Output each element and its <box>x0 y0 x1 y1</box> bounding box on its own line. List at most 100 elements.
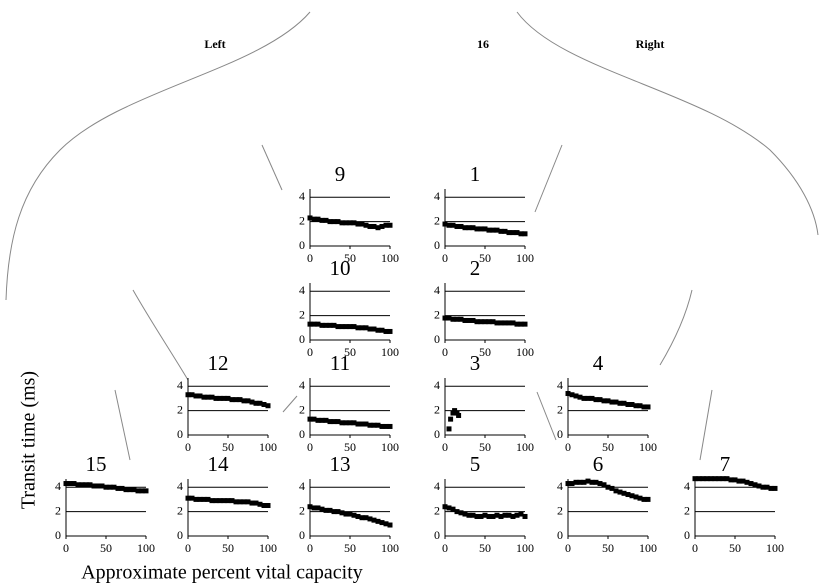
y-tick-label: 0 <box>177 528 183 542</box>
y-tick-label: 2 <box>299 503 305 517</box>
x-tick-label: 50 <box>100 541 112 555</box>
x-tick-label: 50 <box>479 440 491 454</box>
y-tick-label: 4 <box>434 283 440 297</box>
panel-title: 9 <box>335 162 346 186</box>
panel-title: 5 <box>470 452 481 476</box>
y-tick-label: 0 <box>299 528 305 542</box>
y-tick-label: 0 <box>684 528 690 542</box>
x-tick-label: 50 <box>729 541 741 555</box>
point <box>447 426 452 431</box>
y-tick-label: 2 <box>434 307 440 321</box>
panel-title: 11 <box>330 351 350 375</box>
y-tick-label: 4 <box>434 378 440 392</box>
y-tick-label: 4 <box>299 189 305 203</box>
x-tick-label: 0 <box>307 345 313 359</box>
y-tick-label: 2 <box>557 402 563 416</box>
panel-title: 4 <box>593 351 604 375</box>
y-tick-label: 0 <box>434 238 440 252</box>
y-tick-label: 4 <box>557 378 563 392</box>
x-tick-label: 0 <box>63 541 69 555</box>
panel-title: 2 <box>470 256 481 280</box>
x-axis-title: Approximate percent vital capacity <box>81 562 363 584</box>
point <box>388 523 393 528</box>
y-tick-label: 0 <box>177 427 183 441</box>
side-label: Right <box>636 37 665 51</box>
x-tick-label: 50 <box>479 541 491 555</box>
center-label: 16 <box>477 37 489 51</box>
y-tick-label: 4 <box>55 479 61 493</box>
x-tick-label: 0 <box>442 440 448 454</box>
y-tick-label: 4 <box>684 479 690 493</box>
point <box>646 404 651 409</box>
y-tick-label: 0 <box>434 332 440 346</box>
y-tick-label: 2 <box>177 402 183 416</box>
y-tick-label: 4 <box>299 283 305 297</box>
y-tick-label: 4 <box>299 378 305 392</box>
x-tick-label: 100 <box>381 345 399 359</box>
panel-title: 10 <box>330 256 351 280</box>
y-tick-label: 4 <box>557 479 563 493</box>
x-tick-label: 0 <box>442 345 448 359</box>
x-tick-label: 100 <box>381 251 399 265</box>
x-tick-label: 50 <box>602 541 614 555</box>
body-outline <box>6 12 818 460</box>
y-tick-label: 0 <box>299 332 305 346</box>
x-tick-label: 0 <box>307 440 313 454</box>
y-tick-label: 2 <box>177 503 183 517</box>
panel-title: 1 <box>470 162 481 186</box>
chart: Left 16 Right Transit time (ms) Approxim… <box>0 0 825 586</box>
x-tick-label: 0 <box>692 541 698 555</box>
panel-title: 15 <box>86 452 107 476</box>
y-tick-label: 0 <box>434 528 440 542</box>
x-tick-label: 0 <box>442 251 448 265</box>
panel-title: 3 <box>470 351 481 375</box>
y-tick-label: 2 <box>434 503 440 517</box>
point <box>266 403 271 408</box>
point <box>523 231 528 236</box>
x-tick-label: 0 <box>565 440 571 454</box>
x-tick-label: 100 <box>137 541 155 555</box>
x-tick-label: 0 <box>185 440 191 454</box>
point <box>388 223 393 228</box>
x-tick-label: 100 <box>639 541 657 555</box>
y-tick-label: 4 <box>434 189 440 203</box>
point <box>456 413 461 418</box>
y-tick-label: 4 <box>177 479 183 493</box>
point <box>388 424 393 429</box>
y-tick-label: 2 <box>557 503 563 517</box>
y-tick-label: 4 <box>434 479 440 493</box>
x-tick-label: 0 <box>185 541 191 555</box>
y-tick-label: 2 <box>434 213 440 227</box>
x-tick-label: 100 <box>766 541 784 555</box>
y-tick-label: 0 <box>557 528 563 542</box>
panel-title: 7 <box>720 452 731 476</box>
side-label: Left <box>204 37 225 51</box>
point <box>144 488 149 493</box>
x-tick-label: 0 <box>307 251 313 265</box>
x-tick-label: 100 <box>381 440 399 454</box>
y-tick-label: 2 <box>684 503 690 517</box>
y-tick-label: 2 <box>55 503 61 517</box>
panel-title: 14 <box>208 452 230 476</box>
y-tick-label: 0 <box>299 427 305 441</box>
x-tick-label: 100 <box>259 541 277 555</box>
y-tick-label: 4 <box>177 378 183 392</box>
y-tick-label: 4 <box>299 479 305 493</box>
panel-title: 6 <box>593 452 604 476</box>
x-tick-label: 50 <box>344 541 356 555</box>
y-tick-label: 2 <box>299 402 305 416</box>
x-tick-label: 100 <box>639 440 657 454</box>
x-tick-label: 100 <box>516 541 534 555</box>
y-tick-label: 2 <box>299 213 305 227</box>
x-tick-label: 0 <box>442 541 448 555</box>
x-tick-label: 100 <box>516 440 534 454</box>
point <box>388 329 393 334</box>
y-tick-label: 0 <box>55 528 61 542</box>
panel-title: 12 <box>208 351 229 375</box>
x-tick-label: 100 <box>259 440 277 454</box>
y-tick-label: 2 <box>299 307 305 321</box>
y-tick-label: 0 <box>434 427 440 441</box>
x-tick-label: 50 <box>602 440 614 454</box>
x-tick-label: 50 <box>222 541 234 555</box>
point <box>266 503 271 508</box>
